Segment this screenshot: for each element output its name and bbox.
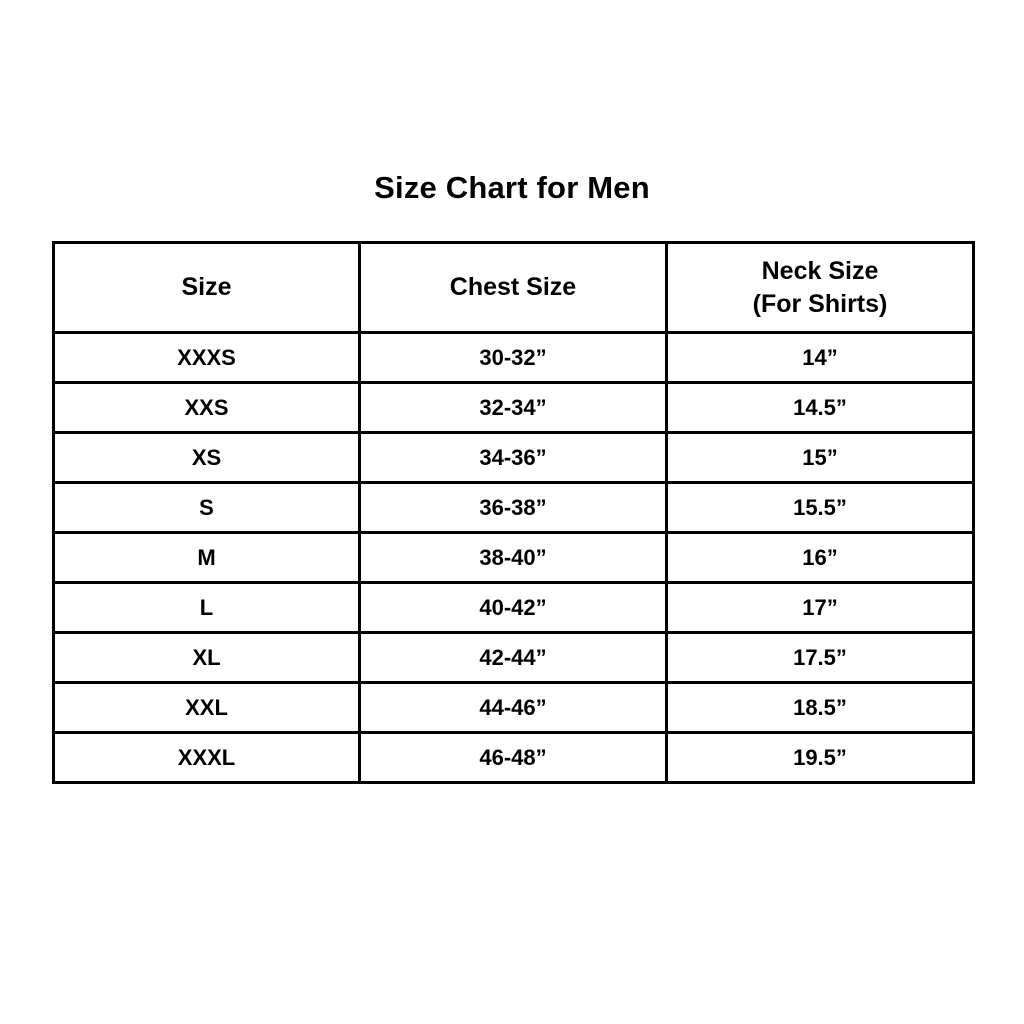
column-header-neck-size-line1: Neck Size <box>761 256 879 285</box>
table-header-row: Size Chest Size Neck Size (For Shirts) <box>52 241 975 334</box>
cell-chest: 42-44” <box>358 631 668 684</box>
column-header-size: Size <box>52 241 361 334</box>
cell-neck: 14” <box>665 331 975 384</box>
table-row: S 36-38” 15.5” <box>52 481 975 534</box>
cell-size: M <box>52 531 361 584</box>
cell-chest: 46-48” <box>358 731 668 784</box>
cell-chest: 38-40” <box>358 531 668 584</box>
cell-neck: 16” <box>665 531 975 584</box>
cell-chest: 32-34” <box>358 381 668 434</box>
table-row: XS 34-36” 15” <box>52 431 975 484</box>
table-body: XXXS 30-32” 14” XXS 32-34” 14.5” XS 34-3… <box>52 331 975 784</box>
cell-neck: 14.5” <box>665 381 975 434</box>
cell-size: XXXS <box>52 331 361 384</box>
cell-chest: 40-42” <box>358 581 668 634</box>
table-row: XL 42-44” 17.5” <box>52 631 975 684</box>
cell-size: XL <box>52 631 361 684</box>
table-row: XXS 32-34” 14.5” <box>52 381 975 434</box>
cell-chest: 34-36” <box>358 431 668 484</box>
table-row: M 38-40” 16” <box>52 531 975 584</box>
column-header-neck-size-line2: (For Shirts) <box>752 289 888 318</box>
column-header-chest-size-line1: Chest Size <box>449 273 577 301</box>
cell-size: S <box>52 481 361 534</box>
cell-size: L <box>52 581 361 634</box>
table-row: XXXS 30-32” 14” <box>52 331 975 384</box>
cell-size: XS <box>52 431 361 484</box>
cell-size: XXXL <box>52 731 361 784</box>
table-row: L 40-42” 17” <box>52 581 975 634</box>
page-title: Size Chart for Men <box>374 170 650 205</box>
cell-neck: 17” <box>665 581 975 634</box>
cell-size: XXL <box>52 681 361 734</box>
table-row: XXXL 46-48” 19.5” <box>52 731 975 784</box>
cell-neck: 15.5” <box>665 481 975 534</box>
table-row: XXL 44-46” 18.5” <box>52 681 975 734</box>
column-header-neck-size: Neck Size (For Shirts) <box>665 241 975 334</box>
cell-neck: 19.5” <box>665 731 975 784</box>
cell-neck: 15” <box>665 431 975 484</box>
column-header-chest-size: Chest Size <box>358 241 668 334</box>
cell-neck: 18.5” <box>665 681 975 734</box>
column-header-size-line1: Size <box>181 273 232 301</box>
cell-chest: 30-32” <box>358 331 668 384</box>
cell-chest: 44-46” <box>358 681 668 734</box>
size-chart-table: Size Chest Size Neck Size (For Shirts) X… <box>52 241 975 784</box>
cell-chest: 36-38” <box>358 481 668 534</box>
cell-size: XXS <box>52 381 361 434</box>
table-header: Size Chest Size Neck Size (For Shirts) <box>52 241 975 334</box>
cell-neck: 17.5” <box>665 631 975 684</box>
